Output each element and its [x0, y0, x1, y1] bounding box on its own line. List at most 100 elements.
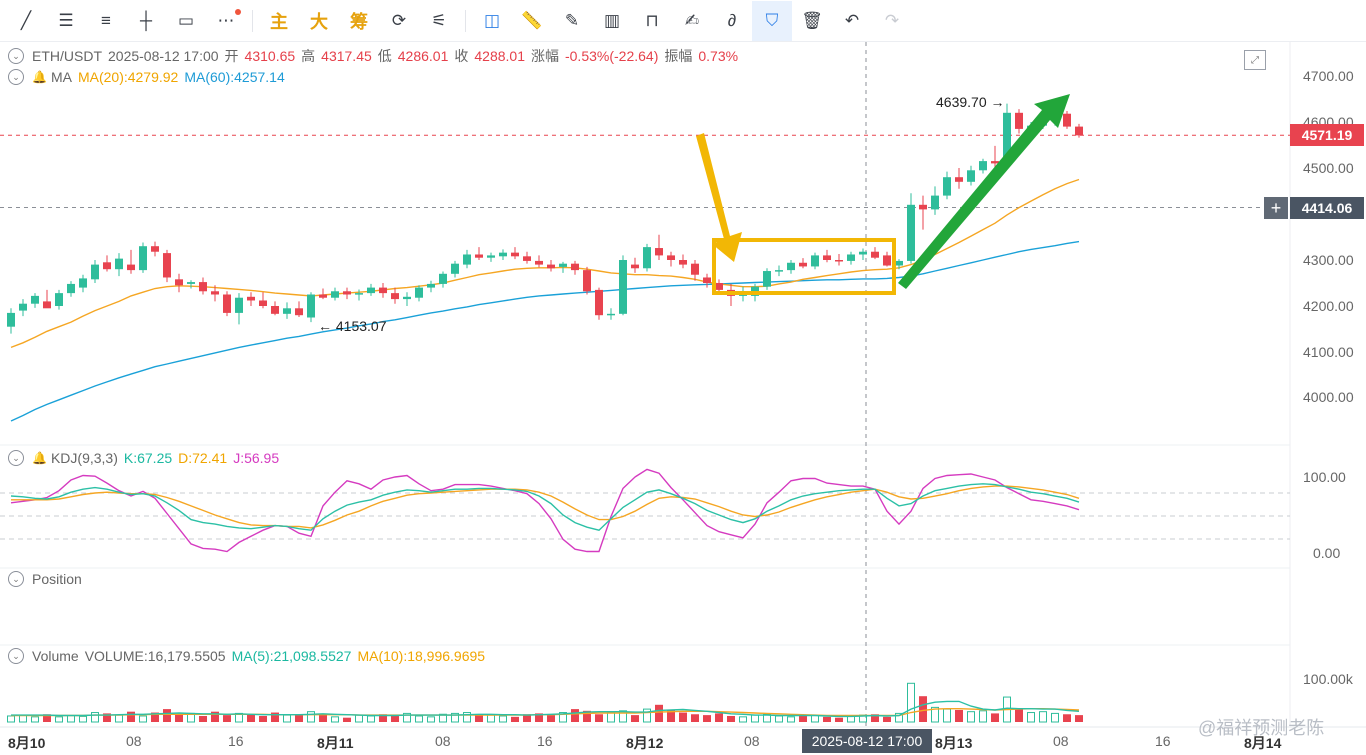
price-tick: 4500.00: [1303, 160, 1354, 176]
chip-distribution-button[interactable]: 筹: [350, 11, 368, 32]
high-marker-value: 4639.70: [936, 94, 987, 110]
candle-down: [703, 277, 711, 283]
candle-up: [763, 271, 771, 287]
candle-down: [259, 300, 267, 306]
ruler-icon[interactable]: 📏: [521, 10, 543, 30]
candle-down: [271, 306, 279, 314]
candle-up: [643, 247, 651, 269]
volume-bar-down: [955, 709, 963, 722]
candle-up: [463, 254, 471, 265]
candle-down: [151, 246, 159, 252]
volume-bar-up: [775, 715, 783, 723]
ma20-value: MA(20):4279.92: [77, 69, 179, 85]
volume-bar-down: [163, 709, 171, 722]
volume-bar-down: [259, 715, 267, 722]
collapse-toggle-icon[interactable]: ⌄: [8, 450, 24, 466]
volume-bar-down: [475, 714, 483, 722]
notes-icon[interactable]: ✍: [684, 10, 700, 30]
horizontal-ray-icon[interactable]: ☰: [58, 10, 74, 30]
drawing-templates-icon[interactable]: ◫: [483, 10, 501, 30]
volume-bar-up: [907, 682, 915, 723]
fullscreen-icon[interactable]: ⤢: [1244, 50, 1266, 70]
replay-icon[interactable]: ⟳: [391, 10, 407, 30]
time-tick: 8月14: [1244, 735, 1282, 751]
undo-icon[interactable]: ↶: [844, 10, 860, 30]
magnet-icon[interactable]: ∂: [727, 10, 737, 30]
lock-icon[interactable]: ⊓: [645, 10, 659, 30]
volume-bar-up: [1039, 711, 1047, 723]
volume-bar-up: [31, 716, 39, 723]
candle-down: [991, 161, 999, 164]
open-label: 开: [224, 48, 239, 64]
candle-down: [223, 294, 231, 313]
draw-settings-icon[interactable]: ⚟: [431, 10, 447, 30]
alert-bell-icon[interactable]: 🔔: [32, 451, 47, 465]
volume-bar-up: [415, 715, 423, 723]
collapse-toggle-icon[interactable]: ⌄: [8, 69, 24, 85]
candle-down: [163, 253, 171, 278]
volume-bar-up: [1027, 712, 1035, 723]
alert-bell-icon[interactable]: 🔔: [32, 70, 47, 84]
volume-bar-down: [343, 717, 351, 722]
volume-bar-down: [211, 711, 219, 722]
position-legend: ⌄ Position: [8, 571, 88, 587]
redo-icon[interactable]: ↷: [884, 10, 900, 30]
kdj-legend: ⌄ 🔔 KDJ(9,3,3) K:67.25 D:72.41 J:56.95: [8, 450, 285, 466]
candle-up: [31, 295, 39, 304]
collapse-toggle-icon[interactable]: ⌄: [8, 571, 24, 587]
add-alert-plus-icon[interactable]: +: [1264, 197, 1288, 219]
time-tick: 08: [1053, 733, 1069, 749]
volume-bar-down: [655, 704, 663, 722]
candle-down: [547, 264, 555, 269]
collapse-toggle-icon[interactable]: ⌄: [8, 648, 24, 664]
parallel-channel-icon[interactable]: ≡: [101, 10, 111, 30]
rectangle-icon[interactable]: ▭: [177, 10, 195, 30]
candle-up: [139, 246, 147, 271]
candle-up: [115, 258, 123, 270]
volume-bar-up: [739, 716, 747, 723]
volume-bar-down: [1063, 714, 1071, 722]
volume-bar-down: [1015, 709, 1023, 722]
candle-up: [403, 296, 411, 300]
high-label: 高: [301, 48, 316, 64]
volume-legend: ⌄ Volume VOLUME:16,179.5505 MA(5):21,098…: [8, 648, 491, 664]
collapse-toggle-icon[interactable]: ⌄: [8, 48, 24, 64]
volume-bar-down: [199, 715, 207, 722]
watermark: @福祥预测老陈: [1198, 718, 1325, 738]
time-tick: 16: [228, 733, 244, 749]
main-force-button[interactable]: 主: [270, 11, 288, 32]
volume-bar-down: [391, 715, 399, 722]
ma20-line: [10, 178, 1080, 349]
gold-arrow: [696, 133, 742, 262]
candle-up: [775, 270, 783, 272]
candle-up: [811, 255, 819, 267]
kdj-j-line: [10, 468, 1080, 553]
consolidation-box: [712, 238, 896, 295]
candle-up: [7, 312, 15, 327]
pen-icon[interactable]: ✎: [564, 10, 580, 30]
volume-bar-up: [331, 716, 339, 723]
indicators-icon[interactable]: ▥: [603, 10, 621, 30]
toolbar-separator: [465, 9, 466, 32]
trash-icon[interactable]: 🗑: [801, 10, 823, 30]
volume-bar-up: [403, 712, 411, 723]
candle-up: [67, 283, 75, 294]
big-order-button[interactable]: 大: [310, 11, 328, 32]
price-tick: 4200.00: [1303, 298, 1354, 314]
ma60-line: [10, 240, 1080, 422]
candle-down: [103, 262, 111, 270]
ma-indicator-name: MA: [50, 69, 72, 85]
horizontal-line-icon[interactable]: ┼: [139, 10, 153, 30]
kdj-d-line: [11, 485, 1080, 529]
volume-tick: 100.00k: [1303, 671, 1353, 687]
volume-bar-down: [151, 712, 159, 722]
filter-icon[interactable]: ⛉: [752, 0, 792, 41]
candle-down: [43, 301, 51, 309]
volume-bar-up: [751, 714, 759, 723]
volume-bar-up: [427, 716, 435, 723]
volume-bar-up: [787, 716, 795, 723]
more-tools-icon[interactable]: ⋯: [206, 1, 246, 41]
change-label: 涨幅: [530, 48, 559, 64]
trend-line-icon[interactable]: ╱: [20, 10, 32, 30]
